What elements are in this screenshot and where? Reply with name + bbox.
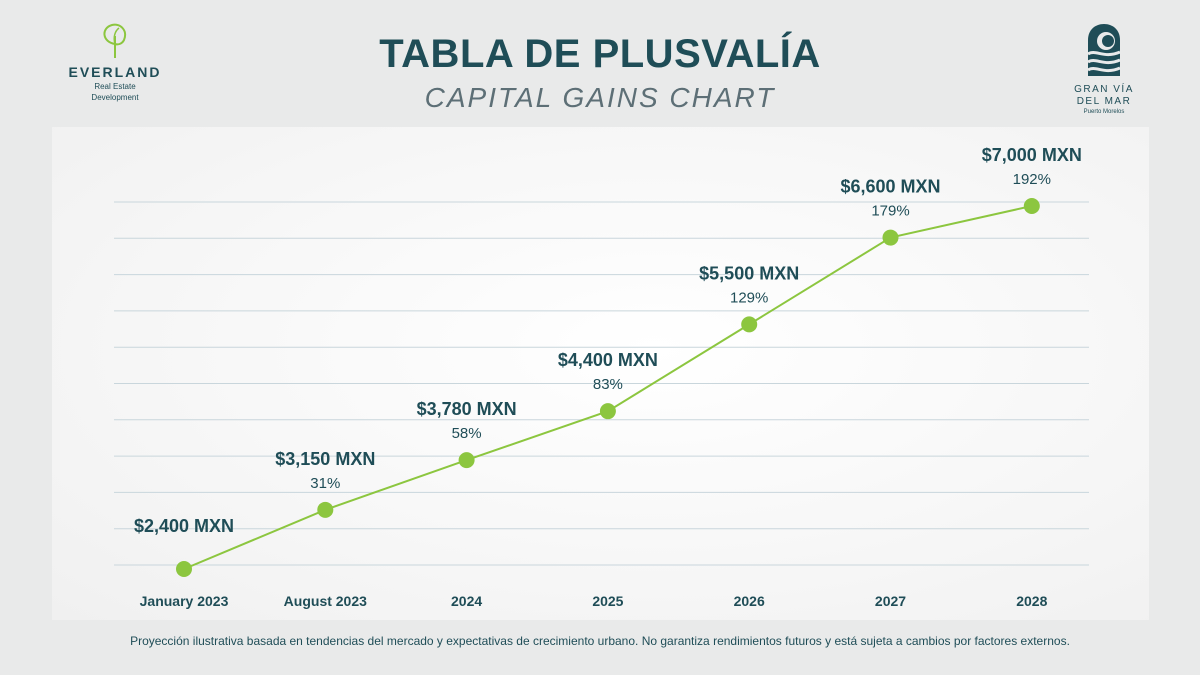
chart-panel: $2,400 MXN January 2023 $3,150 MXN 31% Augus… xyxy=(52,127,1149,620)
data-label-percent: 179% xyxy=(871,203,909,220)
data-label-value: $5,500 MXN xyxy=(699,263,799,283)
data-label-percent: 83% xyxy=(593,376,623,393)
data-label-value: $3,150 MXN xyxy=(275,449,375,469)
disclaimer-footnote: Proyección ilustrativa basada en tendenc… xyxy=(130,634,1070,648)
gran-via-tagline: Puerto Morelos xyxy=(1083,109,1125,115)
leaf-icon xyxy=(103,23,126,58)
x-tick-label: 2025 xyxy=(592,593,623,609)
everland-tagline-1: Real Estate xyxy=(94,82,136,91)
gran-via-logo: GRAN VÍA DEL MAR Puerto Morelos xyxy=(1056,22,1152,115)
data-label-value: $7,000 MXN xyxy=(982,145,1082,165)
data-label-value: $3,780 MXN xyxy=(417,399,517,419)
data-label-percent: 58% xyxy=(452,425,482,442)
data-point xyxy=(882,229,899,246)
data-point xyxy=(317,501,334,518)
everland-tagline-2: Development xyxy=(91,93,139,102)
x-tick-label: 2027 xyxy=(875,593,906,609)
x-tick-label: August 2023 xyxy=(284,593,367,609)
wave-emblem-icon xyxy=(1087,24,1121,76)
data-point xyxy=(741,316,758,333)
data-point xyxy=(1023,198,1040,214)
data-point xyxy=(176,561,192,577)
gran-via-brand-1: GRAN VÍA xyxy=(1074,84,1134,95)
x-tick-label: 2028 xyxy=(1016,593,1047,609)
x-tick-label: 2026 xyxy=(734,593,765,609)
data-label-percent: 129% xyxy=(730,289,768,306)
data-label-percent: 192% xyxy=(1013,171,1051,188)
data-label-value: $6,600 MXN xyxy=(840,177,940,197)
data-point xyxy=(458,452,475,469)
page-title: TABLA DE PLUSVALÍA xyxy=(379,32,821,76)
everland-logo: EVERLAND Real Estate Development xyxy=(50,22,180,102)
data-label-value: $4,400 MXN xyxy=(558,350,658,370)
data-point xyxy=(599,403,616,420)
everland-brand: EVERLAND xyxy=(68,64,162,80)
gran-via-brand-2: DEL MAR xyxy=(1076,96,1132,107)
capital-gains-line-chart: $2,400 MXN January 2023 $3,150 MXN 31% Augus… xyxy=(114,145,1089,609)
page-subtitle: CAPITAL GAINS CHART xyxy=(424,82,776,113)
x-tick-label: January 2023 xyxy=(140,593,229,609)
data-label-value: $2,400 MXN xyxy=(134,516,234,536)
data-label-percent: 31% xyxy=(310,475,340,492)
x-tick-label: 2024 xyxy=(451,593,482,609)
